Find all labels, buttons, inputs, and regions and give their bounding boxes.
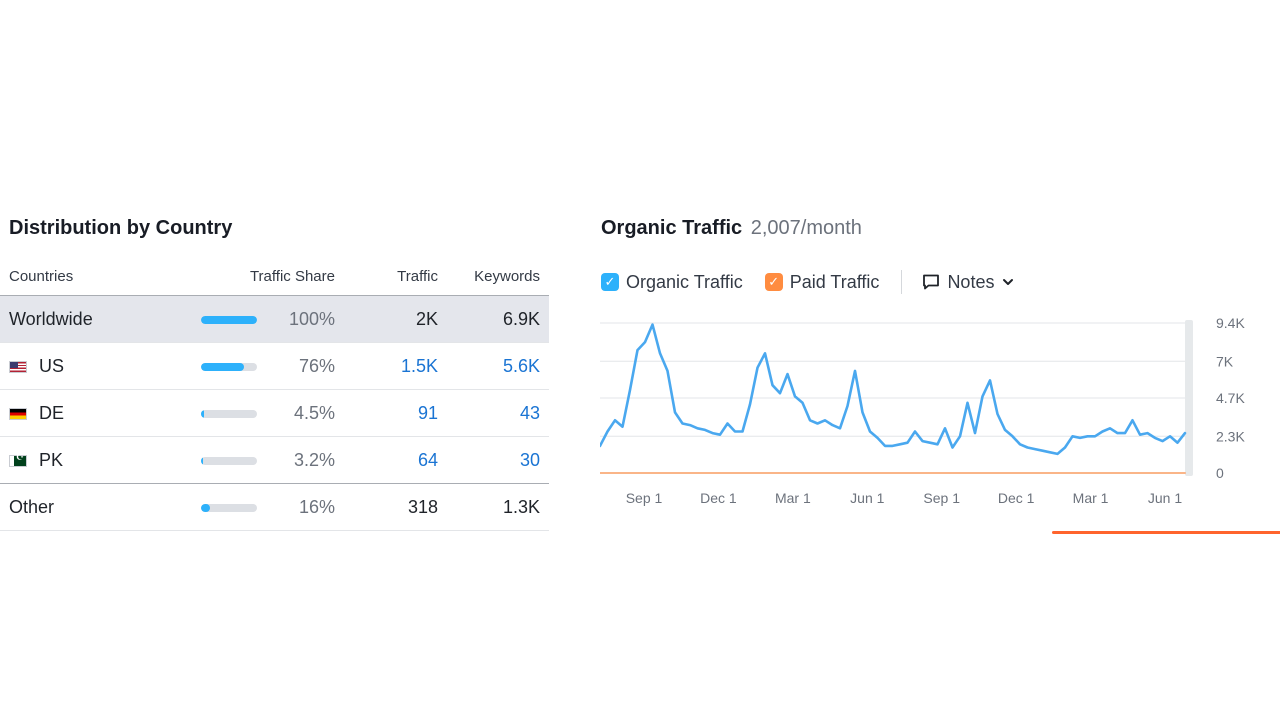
keywords-link[interactable]: 5.6K	[502, 356, 540, 376]
traffic-share-bar-fill	[201, 316, 257, 324]
notes-dropdown[interactable]: Notes	[922, 272, 1014, 293]
pk-flag-icon	[9, 453, 27, 467]
column-header-keywords[interactable]: Keywords	[474, 268, 540, 285]
organic-checkbox[interactable]: ✓	[601, 273, 619, 291]
country-name: Other	[9, 497, 55, 517]
paid-traffic-label: Paid Traffic	[789, 271, 880, 292]
de-flag-icon	[9, 407, 27, 420]
organic-traffic-label: Organic Traffic	[626, 271, 743, 292]
keywords-link[interactable]: 43	[519, 403, 540, 423]
traffic-share-bar	[201, 363, 257, 371]
traffic-link[interactable]: 64	[417, 450, 438, 470]
x-tick-label: Dec 1	[998, 490, 1035, 506]
traffic-share-bar-fill	[201, 363, 244, 371]
organic-traffic-line	[600, 323, 1187, 456]
x-tick-label: Jun 1	[850, 490, 884, 506]
country-cell[interactable]: US	[9, 356, 64, 377]
traffic-share-value: 100%	[288, 309, 335, 329]
table-row: Other 16% 318 1.3K	[0, 484, 549, 531]
country-cell[interactable]: DE	[9, 403, 64, 424]
x-tick-label: Sep 1	[626, 490, 663, 506]
traffic-share-value: 16%	[298, 497, 335, 517]
y-tick-label: 2.3K	[1216, 428, 1245, 444]
x-tick-label: Mar 1	[775, 490, 811, 506]
traffic-share-bar-fill	[201, 504, 210, 512]
traffic-share-value: 3.2%	[293, 450, 335, 470]
table-row[interactable]: PK 3.2% 64 30	[0, 437, 549, 484]
paid-checkbox[interactable]: ✓	[764, 273, 783, 291]
paid-traffic-toggle[interactable]: ✓ Paid Traffic	[764, 271, 880, 293]
orange-accent-bar	[1052, 531, 1280, 534]
chart-axes: 9.4K 7K 4.7K 2.3K 0 Sep 1 Dec 1 Mar 1 Jun 1 Sep 1…	[626, 318, 1246, 506]
traffic-share-value: 76%	[298, 356, 335, 376]
keywords-value: 6.9K	[502, 309, 540, 329]
country-name: PK	[39, 450, 64, 470]
distribution-table: Countries Traffic Share Traffic Keywords…	[0, 261, 549, 531]
table-row[interactable]: Worldwide 100% 2K 6.9K	[0, 296, 549, 343]
chart-legend: ✓ Organic Traffic ✓ Paid Traffic Notes	[601, 270, 1014, 294]
traffic-share-value: 4.5%	[293, 403, 335, 423]
organic-traffic-toggle[interactable]: ✓ Organic Traffic	[601, 272, 743, 293]
us-flag-icon	[9, 360, 27, 373]
traffic-value: 318	[407, 497, 438, 517]
chart-grid	[600, 320, 1193, 476]
x-tick-label: Jun 1	[1148, 490, 1182, 506]
traffic-value: 2K	[415, 309, 438, 329]
y-tick-label: 4.7K	[1216, 390, 1245, 406]
y-tick-label: 7K	[1216, 353, 1234, 369]
organic-traffic-panel: Organic Traffic 2,007/month ✓ Organic Tr…	[600, 213, 1280, 553]
x-tick-label: Dec 1	[700, 490, 737, 506]
column-header-traffic[interactable]: Traffic	[397, 268, 438, 285]
chart-series	[600, 323, 1187, 474]
traffic-share-bar	[201, 316, 257, 324]
y-tick-label: 9.4K	[1216, 318, 1245, 331]
traffic-link[interactable]: 91	[417, 403, 438, 423]
keywords-link[interactable]: 30	[519, 450, 540, 470]
table-row[interactable]: US 76% 1.5K 5.6K	[0, 343, 549, 390]
notes-label: Notes	[947, 271, 995, 292]
traffic-link[interactable]: 1.5K	[400, 356, 438, 376]
panel-title: Distribution by Country	[9, 217, 233, 239]
traffic-share-bar	[201, 457, 257, 465]
table-header: Countries Traffic Share Traffic Keywords	[0, 261, 549, 296]
column-header-traffic-share[interactable]: Traffic Share	[249, 268, 335, 285]
traffic-share-bar-fill	[201, 457, 203, 465]
country-name: US	[39, 356, 65, 376]
legend-divider	[901, 270, 903, 294]
panel-title: Organic Traffic 2,007/month	[601, 217, 862, 240]
x-tick-label: Sep 1	[923, 490, 960, 506]
traffic-share-bar	[201, 410, 257, 418]
country-name[interactable]: Worldwide	[9, 309, 93, 329]
y-tick-label: 0	[1216, 465, 1224, 481]
traffic-share-bar	[201, 504, 257, 512]
column-header-countries: Countries	[9, 268, 74, 285]
traffic-title: Organic Traffic	[601, 217, 743, 239]
keywords-value: 1.3K	[502, 497, 540, 517]
traffic-value: 2,007/month	[750, 217, 862, 239]
x-tick-label: Mar 1	[1073, 490, 1109, 506]
country-name: DE	[39, 403, 65, 423]
chart-scroll-handle	[1185, 320, 1193, 476]
comment-icon	[923, 274, 940, 290]
traffic-line-chart[interactable]: 9.4K 7K 4.7K 2.3K 0 Sep 1 Dec 1 Mar 1 Jun 1 Sep 1…	[600, 318, 1260, 528]
chevron-down-icon	[1003, 279, 1014, 285]
table-row[interactable]: DE 4.5% 91 43	[0, 390, 549, 437]
country-cell[interactable]: PK	[9, 450, 63, 471]
traffic-share-bar-fill	[201, 410, 204, 418]
